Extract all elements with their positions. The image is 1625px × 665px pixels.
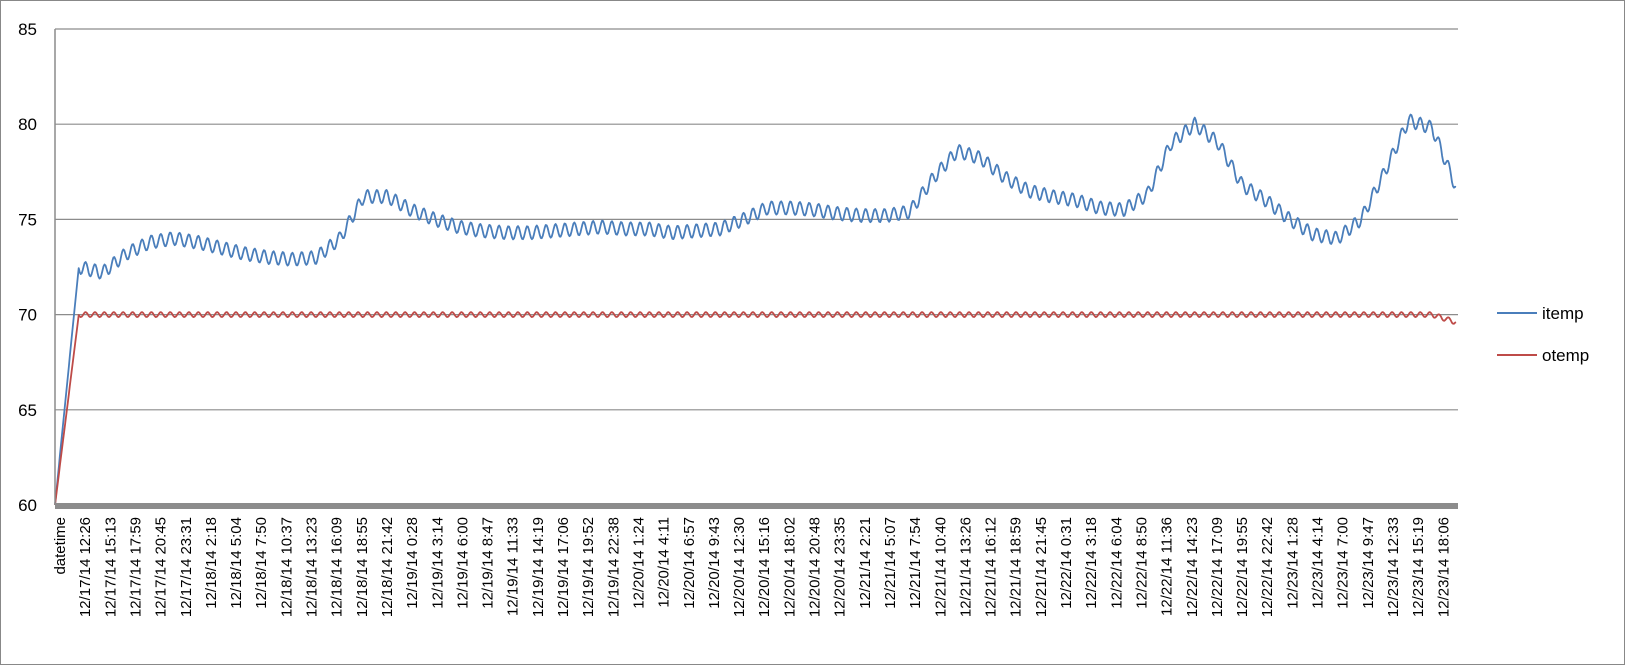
y-tick-label: 65: [18, 401, 37, 420]
x-tick-label: 12/17/14 12:26: [77, 517, 94, 617]
x-tick-label: 12/23/14 4:14: [1310, 517, 1327, 609]
legend-label-itemp: itemp: [1542, 304, 1584, 323]
y-tick-label: 85: [18, 20, 37, 39]
x-tick-label: 12/18/14 21:42: [379, 517, 396, 617]
y-tick-label: 60: [18, 496, 37, 515]
x-tick-label: 12/20/14 9:43: [706, 517, 723, 609]
x-tick-label: 12/23/14 18:06: [1435, 517, 1452, 617]
x-tick-label: 12/22/14 14:23: [1184, 517, 1201, 617]
x-tick-label: 12/23/14 9:47: [1360, 517, 1377, 609]
x-tick-label: 12/20/14 20:48: [807, 517, 824, 617]
gridlines: [55, 28, 1458, 411]
legend: itemp otemp: [1497, 304, 1589, 365]
x-tick-label: 12/22/14 8:50: [1133, 517, 1150, 609]
x-tick-label: 12/22/14 11:36: [1159, 517, 1176, 616]
x-tick-label: 12/19/14 17:06: [555, 517, 572, 617]
x-tick-label: 12/21/14 18:59: [1008, 517, 1025, 617]
x-tick-label: 12/19/14 14:19: [530, 517, 547, 617]
x-tick-label: 12/19/14 11:33: [505, 517, 522, 616]
y-tick-label: 75: [18, 210, 37, 229]
x-tick-label: 12/19/14 3:14: [429, 517, 446, 609]
x-tick-label: 12/23/14 1:28: [1284, 517, 1301, 609]
y-tick-label: 70: [18, 306, 37, 325]
x-tick-label: 12/19/14 19:52: [580, 517, 597, 617]
x-tick-label: 12/22/14 6:04: [1108, 517, 1125, 609]
x-tick-label: 12/18/14 16:09: [329, 517, 346, 617]
x-tick-label: 12/20/14 23:35: [832, 517, 849, 617]
x-tick-label: 12/17/14 15:13: [102, 517, 119, 617]
x-tick-label: 12/18/14 5:04: [228, 517, 245, 609]
x-tick-label: 12/21/14 16:12: [983, 517, 1000, 617]
x-tick-label: datetime: [52, 517, 69, 575]
series-layer: [54, 113, 1457, 506]
x-tick-label: 12/17/14 20:45: [153, 517, 170, 617]
y-axis-tick-labels: 60 65 70 75 80 85: [18, 20, 37, 515]
x-tick-label: 12/18/14 10:37: [278, 517, 295, 617]
x-tick-label: 12/22/14 19:55: [1234, 517, 1251, 617]
x-tick-label: 12/22/14 3:18: [1083, 517, 1100, 609]
x-tick-label: 12/18/14 18:55: [354, 517, 371, 617]
x-tick-label: 12/23/14 12:33: [1385, 517, 1402, 617]
x-axis-tick-labels: datetime 12/17/14 12:26 12/17/14 15:13 12/1…: [52, 517, 1452, 617]
x-tick-label: 12/23/14 7:00: [1335, 517, 1352, 609]
axes: [54, 29, 1458, 509]
x-tick-label: 12/20/14 18:02: [781, 517, 798, 617]
x-tick-label: 12/20/14 12:30: [731, 517, 748, 617]
x-tick-label: 12/21/14 10:40: [932, 517, 949, 617]
x-tick-label: 12/21/14 13:26: [957, 517, 974, 617]
x-tick-label: 12/23/14 15:19: [1410, 517, 1427, 617]
x-tick-label: 12/18/14 2:18: [203, 517, 220, 609]
x-tick-label: 12/18/14 13:23: [304, 517, 321, 617]
x-tick-label: 12/21/14 21:45: [1033, 517, 1050, 617]
x-tick-label: 12/22/14 17:09: [1209, 517, 1226, 617]
y-tick-label: 80: [18, 115, 37, 134]
x-tick-label: 12/20/14 1:24: [630, 517, 647, 609]
x-tick-label: 12/17/14 17:59: [127, 517, 144, 617]
series-line-itemp: [54, 113, 1457, 506]
x-tick-label: 12/20/14 15:16: [756, 517, 773, 617]
x-tick-label: 12/21/14 2:21: [857, 517, 874, 609]
x-tick-label: 12/19/14 22:38: [605, 517, 622, 617]
x-tick-label: 12/20/14 6:57: [681, 517, 698, 609]
x-tick-label: 12/17/14 23:31: [178, 517, 195, 617]
x-tick-label: 12/22/14 0:31: [1058, 517, 1075, 609]
x-tick-label: 12/19/14 8:47: [480, 517, 497, 609]
legend-label-otemp: otemp: [1542, 346, 1589, 365]
x-tick-label: 12/20/14 4:11: [656, 517, 673, 608]
x-tick-label: 12/21/14 7:54: [907, 517, 924, 609]
x-tick-label: 12/22/14 22:42: [1259, 517, 1276, 617]
series-line-otemp: [54, 311, 1457, 506]
x-tick-label: 12/18/14 7:50: [253, 517, 270, 609]
x-tick-label: 12/19/14 6:00: [454, 517, 471, 609]
x-tick-label: 12/21/14 5:07: [882, 517, 899, 609]
x-tick-label: 12/19/14 0:28: [404, 517, 421, 609]
